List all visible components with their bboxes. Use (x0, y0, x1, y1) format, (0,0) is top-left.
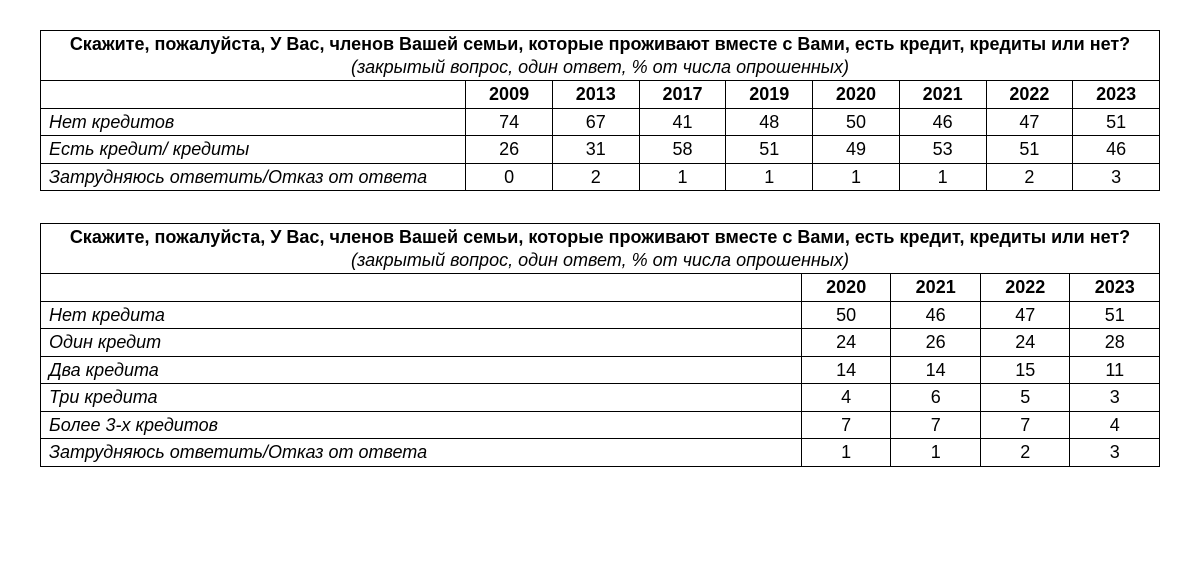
row-label: Есть кредит/ кредиты (41, 136, 466, 164)
cell: 0 (466, 163, 553, 191)
cell: 46 (1073, 136, 1160, 164)
cell: 5 (980, 384, 1070, 412)
blank-header (41, 81, 466, 109)
cell: 51 (1073, 108, 1160, 136)
row-label: Более 3-х кредитов (41, 411, 802, 439)
table-row: Один кредит 24 26 24 28 (41, 329, 1160, 357)
cell: 3 (1073, 163, 1160, 191)
row-label: Два кредита (41, 356, 802, 384)
cell: 53 (899, 136, 986, 164)
row-label: Три кредита (41, 384, 802, 412)
cell: 1 (891, 439, 981, 467)
cell: 58 (639, 136, 726, 164)
survey-table-2: Скажите, пожалуйста, У Вас, членов Вашей… (40, 223, 1160, 467)
row-label: Нет кредитов (41, 108, 466, 136)
cell: 4 (801, 384, 891, 412)
cell: 67 (552, 108, 639, 136)
year-head: 2017 (639, 81, 726, 109)
cell: 24 (801, 329, 891, 357)
cell: 1 (899, 163, 986, 191)
title-text: Скажите, пожалуйста, У Вас, членов Вашей… (70, 227, 1130, 247)
cell: 48 (726, 108, 813, 136)
table-row: Нет кредитов 74 67 41 48 50 46 47 51 (41, 108, 1160, 136)
year-head: 2009 (466, 81, 553, 109)
cell: 24 (980, 329, 1070, 357)
row-label: Затрудняюсь ответить/Отказ от ответа (41, 163, 466, 191)
cell: 49 (813, 136, 900, 164)
cell: 46 (891, 301, 981, 329)
cell: 3 (1070, 439, 1160, 467)
cell: 41 (639, 108, 726, 136)
cell: 26 (891, 329, 981, 357)
cell: 7 (801, 411, 891, 439)
year-head: 2013 (552, 81, 639, 109)
cell: 47 (980, 301, 1070, 329)
cell: 1 (639, 163, 726, 191)
cell: 1 (801, 439, 891, 467)
year-head: 2021 (891, 274, 981, 302)
cell: 3 (1070, 384, 1160, 412)
cell: 14 (891, 356, 981, 384)
table-title: Скажите, пожалуйста, У Вас, членов Вашей… (41, 224, 1160, 274)
year-head: 2023 (1073, 81, 1160, 109)
cell: 15 (980, 356, 1070, 384)
table-row: Затрудняюсь ответить/Отказ от ответа 0 2… (41, 163, 1160, 191)
cell: 1 (726, 163, 813, 191)
cell: 7 (980, 411, 1070, 439)
table-title-row: Скажите, пожалуйста, У Вас, членов Вашей… (41, 224, 1160, 274)
blank-header (41, 274, 802, 302)
row-label: Нет кредита (41, 301, 802, 329)
table-row: Нет кредита 50 46 47 51 (41, 301, 1160, 329)
cell: 14 (801, 356, 891, 384)
table-row: Затрудняюсь ответить/Отказ от ответа 1 1… (41, 439, 1160, 467)
year-header-row: 2009 2013 2017 2019 2020 2021 2022 2023 (41, 81, 1160, 109)
cell: 51 (1070, 301, 1160, 329)
survey-table-1: Скажите, пожалуйста, У Вас, членов Вашей… (40, 30, 1160, 191)
cell: 51 (726, 136, 813, 164)
cell: 31 (552, 136, 639, 164)
table-spacer (40, 191, 1160, 223)
cell: 46 (899, 108, 986, 136)
cell: 47 (986, 108, 1073, 136)
row-label: Затрудняюсь ответить/Отказ от ответа (41, 439, 802, 467)
cell: 50 (813, 108, 900, 136)
title-text: Скажите, пожалуйста, У Вас, членов Вашей… (70, 34, 1130, 54)
year-head: 2022 (980, 274, 1070, 302)
cell: 51 (986, 136, 1073, 164)
cell: 2 (552, 163, 639, 191)
cell: 11 (1070, 356, 1160, 384)
cell: 74 (466, 108, 553, 136)
cell: 28 (1070, 329, 1160, 357)
table-row: Три кредита 4 6 5 3 (41, 384, 1160, 412)
subtitle-text: (закрытый вопрос, один ответ, % от числа… (351, 250, 849, 270)
table-row: Два кредита 14 14 15 11 (41, 356, 1160, 384)
cell: 50 (801, 301, 891, 329)
year-head: 2022 (986, 81, 1073, 109)
cell: 2 (980, 439, 1070, 467)
year-head: 2023 (1070, 274, 1160, 302)
year-head: 2021 (899, 81, 986, 109)
cell: 1 (813, 163, 900, 191)
subtitle-text: (закрытый вопрос, один ответ, % от числа… (351, 57, 849, 77)
table-title: Скажите, пожалуйста, У Вас, членов Вашей… (41, 31, 1160, 81)
cell: 6 (891, 384, 981, 412)
year-header-row: 2020 2021 2022 2023 (41, 274, 1160, 302)
cell: 2 (986, 163, 1073, 191)
year-head: 2019 (726, 81, 813, 109)
cell: 7 (891, 411, 981, 439)
cell: 4 (1070, 411, 1160, 439)
row-label: Один кредит (41, 329, 802, 357)
year-head: 2020 (813, 81, 900, 109)
table-title-row: Скажите, пожалуйста, У Вас, членов Вашей… (41, 31, 1160, 81)
table-row: Более 3-х кредитов 7 7 7 4 (41, 411, 1160, 439)
table-row: Есть кредит/ кредиты 26 31 58 51 49 53 5… (41, 136, 1160, 164)
year-head: 2020 (801, 274, 891, 302)
cell: 26 (466, 136, 553, 164)
